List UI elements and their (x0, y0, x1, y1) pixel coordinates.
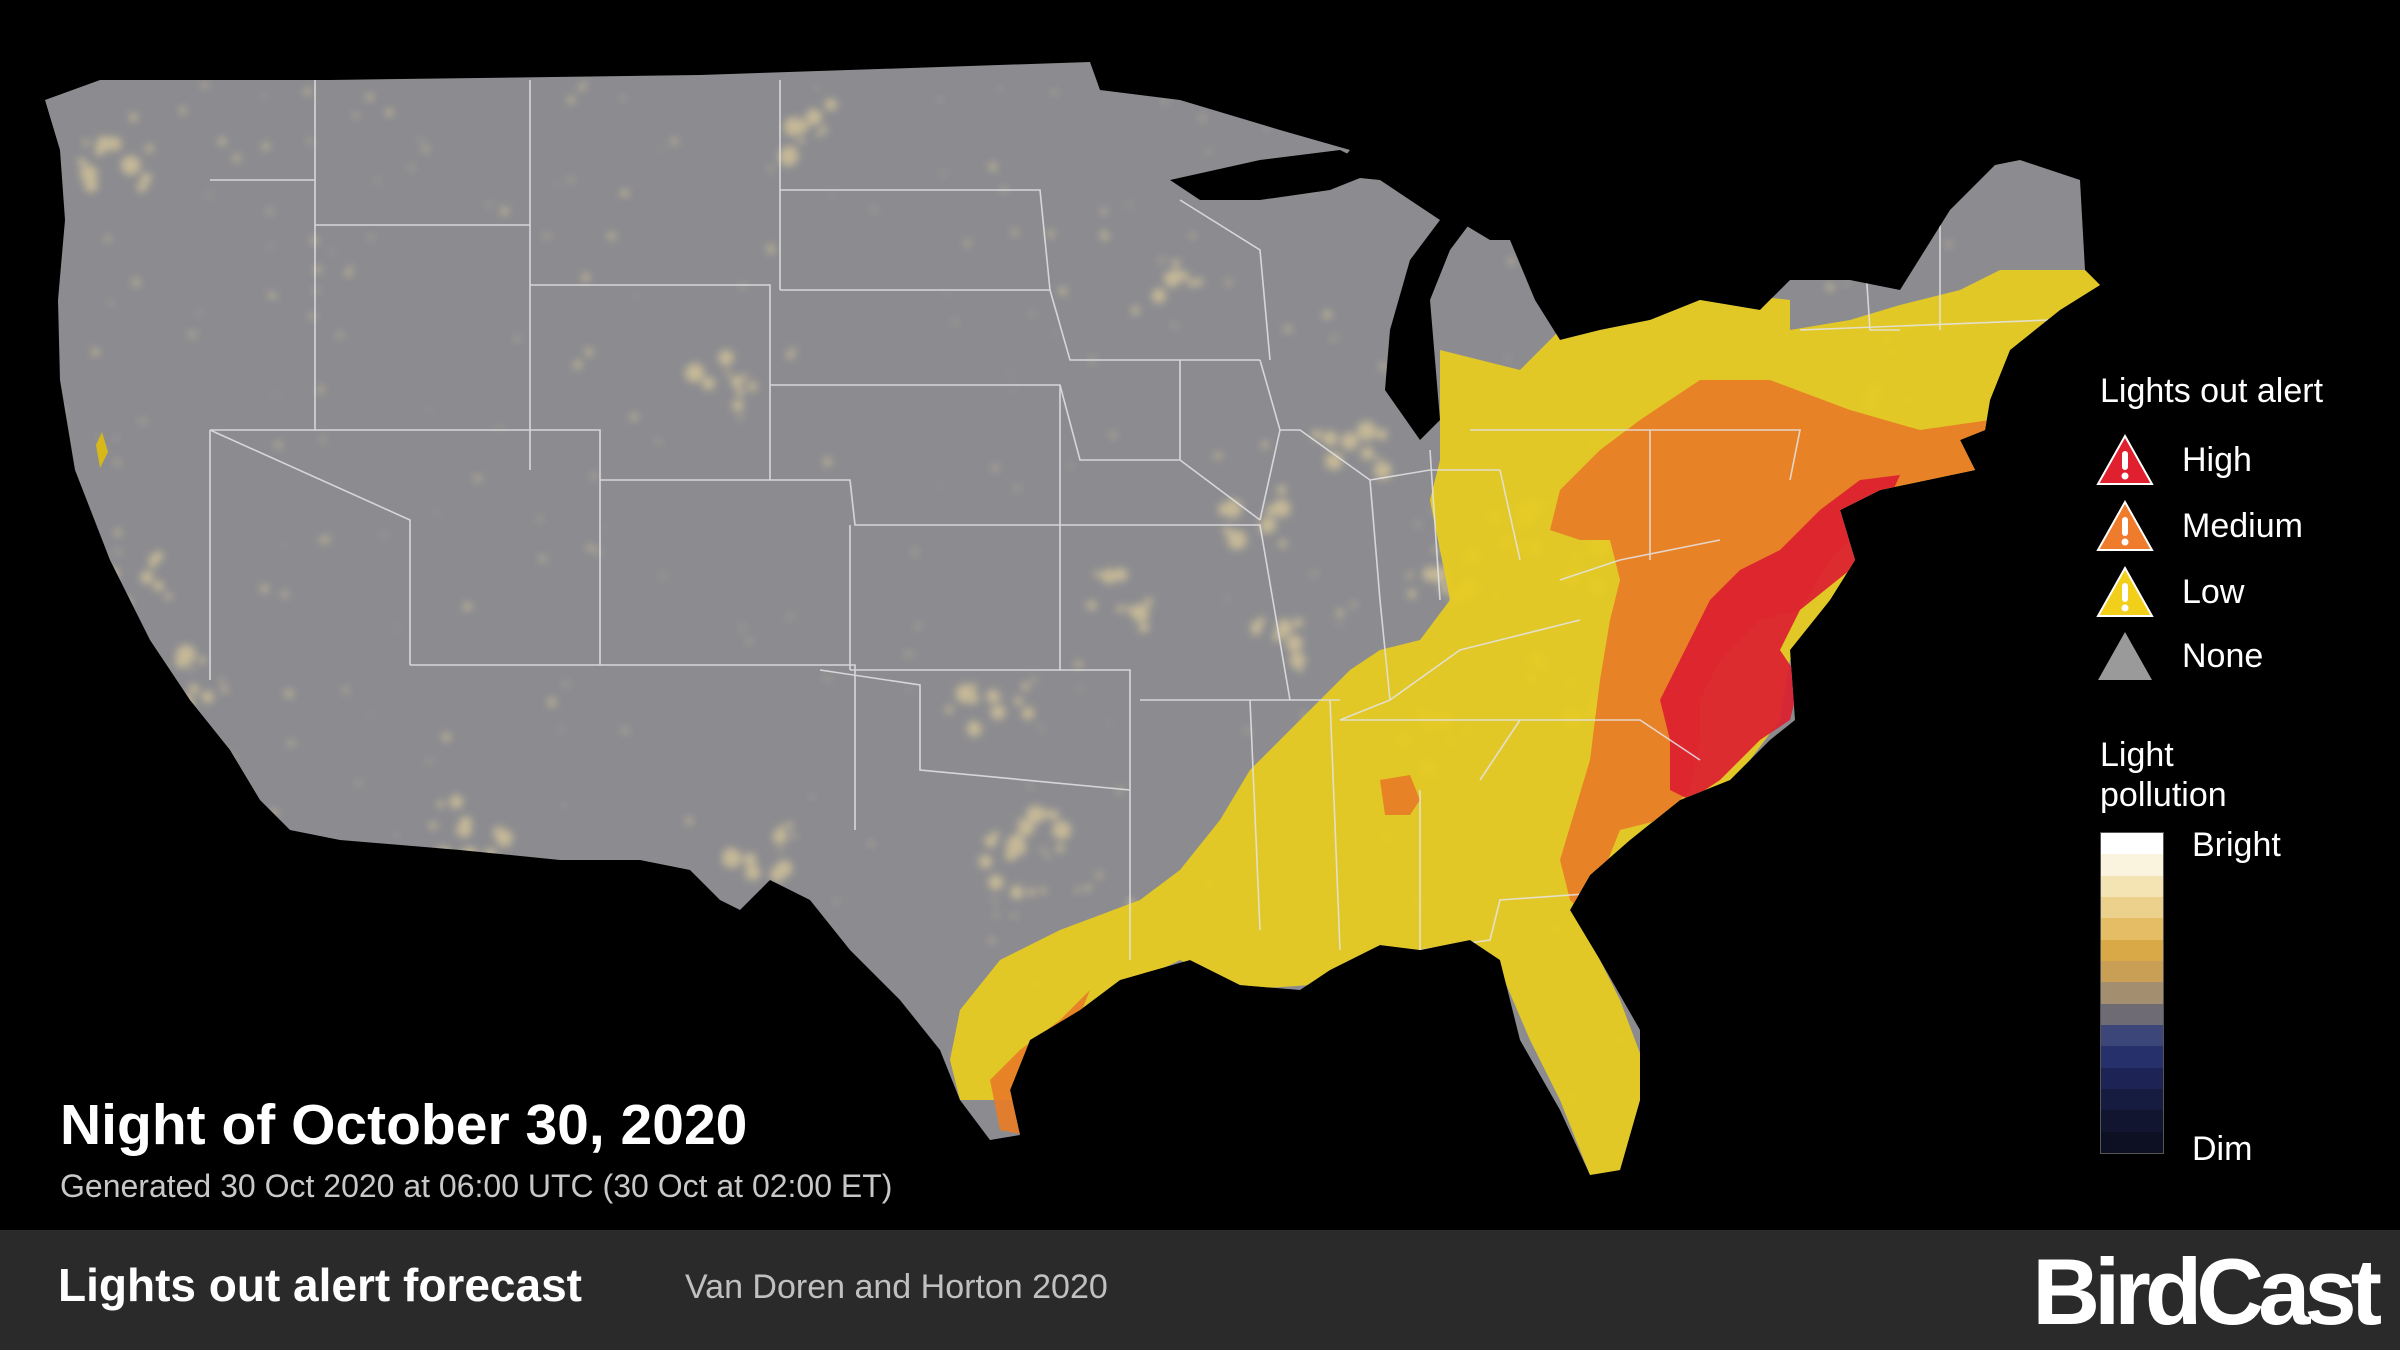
legend-label-low: Low (2182, 572, 2245, 611)
us-map (45, 62, 2100, 1175)
legend-title: Lights out alert (2100, 372, 2324, 410)
lake-superior (1170, 150, 1380, 200)
light-pollution-swatch (2101, 960, 2163, 983)
state-borders (209, 80, 2051, 960)
light-pollution-swatch (2101, 918, 2163, 940)
light-pollution-swatch (2101, 1110, 2163, 1132)
legend-label-medium: Medium (2182, 506, 2303, 545)
triangle-icon (2098, 632, 2152, 680)
footer-credit: Van Doren and Horton 2020 (685, 1268, 1108, 1306)
light-pollution-swatch (2101, 833, 2163, 855)
light-pollution-swatch (2101, 939, 2163, 961)
light-pollution-swatch (2101, 1067, 2163, 1089)
footer-bar: Lights out alert forecast Van Doren and … (0, 1230, 2400, 1350)
legend-item-medium: Medium (2095, 498, 2303, 554)
legend-item-high: High (2095, 432, 2252, 488)
warning-icon (2096, 565, 2154, 617)
light-pollution-bright-label: Bright (2192, 826, 2281, 864)
birdcast-logo: BirdCast (2032, 1239, 2382, 1344)
warning-icon (2096, 433, 2154, 485)
light-pollution-swatch (2101, 1131, 2163, 1153)
legend-item-low: Low (2095, 564, 2244, 620)
light-pollution-scale (2100, 832, 2164, 1154)
footer-title: Lights out alert forecast (58, 1259, 582, 1311)
light-pollution-title: Light pollution (2100, 736, 2227, 814)
light-pollution-swatch (2101, 1046, 2163, 1068)
light-pollution-swatch (2101, 1003, 2163, 1025)
light-pollution-swatch (2101, 1088, 2163, 1111)
night-title: Night of October 30, 2020 (60, 1093, 748, 1157)
legend-label-high: High (2182, 440, 2252, 479)
light-pollution-swatch (2101, 896, 2163, 919)
low-alert-spot (96, 432, 108, 468)
light-pollution-swatch (2101, 1024, 2163, 1047)
warning-icon (2096, 499, 2154, 551)
great-lakes (1380, 180, 1480, 440)
legend-label-none: None (2182, 636, 2264, 675)
medium-alert-zone-al (1380, 775, 1420, 815)
light-pollution-swatch (2101, 854, 2163, 876)
generated-timestamp: Generated 30 Oct 2020 at 06:00 UTC (30 O… (60, 1168, 893, 1204)
light-pollution-swatch (2101, 875, 2163, 897)
light-pollution-swatch (2101, 982, 2163, 1004)
legend-item-none: None (2095, 628, 2263, 684)
light-pollution-dim-label: Dim (2192, 1130, 2253, 1168)
high-alert-zone (1660, 475, 1900, 800)
medium-alert-zone (1550, 380, 2000, 920)
